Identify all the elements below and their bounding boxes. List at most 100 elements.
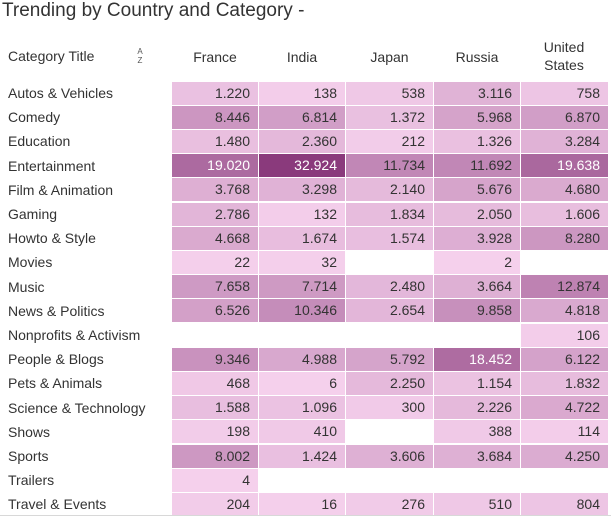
heatmap-cell[interactable]: 5.676 <box>434 178 520 202</box>
category-title-header[interactable]: Category Title <box>8 48 95 64</box>
heatmap-cell[interactable]: 1.480 <box>172 129 258 153</box>
row-label: Nonprofits & Activism <box>8 327 141 343</box>
heatmap-cell[interactable]: 4.722 <box>521 396 608 420</box>
heatmap-cell[interactable]: 18.452 <box>434 347 520 371</box>
heatmap-cell[interactable]: 4.988 <box>259 347 345 371</box>
heatmap-cell[interactable]: 1.424 <box>259 444 345 468</box>
heatmap-cell[interactable]: 8.280 <box>521 226 608 250</box>
column-header[interactable]: India <box>286 49 318 65</box>
heatmap-cell[interactable]: 1.674 <box>259 226 345 250</box>
heatmap-cell[interactable]: 19.020 <box>172 154 258 178</box>
heatmap-cell[interactable]: 5.968 <box>434 105 520 129</box>
heatmap-cell[interactable]: 1.606 <box>521 202 608 226</box>
heatmap-cell[interactable]: 2.786 <box>172 202 258 226</box>
heatmap-cell[interactable]: 1.574 <box>346 226 433 250</box>
heatmap-cell[interactable]: 132 <box>259 202 345 226</box>
heatmap-cell[interactable]: 3.284 <box>521 129 608 153</box>
heatmap-cell[interactable]: 3.298 <box>259 178 345 202</box>
sort-alpha-asc-icon[interactable]: A Z <box>134 47 146 67</box>
heatmap-cell[interactable]: 8.446 <box>172 105 258 129</box>
heatmap-cell[interactable]: 6.870 <box>521 105 608 129</box>
heatmap-cell[interactable]: 5.792 <box>346 347 433 371</box>
row-label: Sports <box>8 448 49 464</box>
heatmap-cell[interactable]: 9.346 <box>172 347 258 371</box>
column-header[interactable]: United States <box>543 39 585 73</box>
heatmap-cell[interactable]: 12.874 <box>521 275 608 299</box>
heatmap-cell[interactable]: 114 <box>521 420 608 444</box>
row-label: Pets & Animals <box>8 375 103 392</box>
heatmap-cell[interactable]: 7.714 <box>259 275 345 299</box>
heatmap-cell[interactable]: 4.250 <box>521 444 608 468</box>
heatmap-cell[interactable]: 106 <box>521 323 608 347</box>
heatmap-cell[interactable]: 3.606 <box>346 444 433 468</box>
heatmap-cell[interactable]: 198 <box>172 420 258 444</box>
heatmap-cell[interactable]: 4.818 <box>521 299 608 323</box>
heatmap-cell[interactable]: 7.658 <box>172 275 258 299</box>
heatmap-cell[interactable]: 2.654 <box>346 299 433 323</box>
heatmap-cell[interactable]: 32 <box>259 250 345 274</box>
row-label: Travel & Events <box>8 496 107 513</box>
heatmap-cell[interactable]: 468 <box>172 371 258 395</box>
heatmap-cell[interactable]: 4.668 <box>172 226 258 250</box>
heatmap-cell[interactable]: 1.834 <box>346 202 433 226</box>
heatmap-cell[interactable]: 3.664 <box>434 275 520 299</box>
heatmap-cell[interactable]: 1.372 <box>346 105 433 129</box>
heatmap-cell[interactable]: 1.220 <box>172 81 258 105</box>
heatmap-cell[interactable]: 3.928 <box>434 226 520 250</box>
heatmap-cell[interactable]: 19.638 <box>521 154 608 178</box>
row-label: Shows <box>8 423 51 440</box>
heatmap-cell[interactable]: 510 <box>434 492 520 516</box>
heatmap-cell[interactable]: 538 <box>346 81 433 105</box>
row-label: Film & Animation <box>8 181 114 198</box>
column-header[interactable]: Russia <box>455 49 499 65</box>
row-label: Education <box>8 133 71 150</box>
row-label: News & Politics <box>8 302 105 319</box>
heatmap-cell[interactable]: 804 <box>521 492 608 516</box>
heatmap-cell[interactable]: 10.346 <box>259 299 345 323</box>
heatmap-cell[interactable]: 9.858 <box>434 299 520 323</box>
heatmap-cell[interactable]: 2.050 <box>434 202 520 226</box>
heatmap-cell[interactable]: 2.140 <box>346 178 433 202</box>
heatmap-cell[interactable]: 276 <box>346 492 433 516</box>
heatmap-cell[interactable]: 6 <box>259 371 345 395</box>
heatmap-cell[interactable]: 1.832 <box>521 371 608 395</box>
column-header[interactable]: Japan <box>370 49 409 65</box>
heatmap-cell[interactable]: 204 <box>172 492 258 516</box>
heatmap-cell[interactable]: 410 <box>259 420 345 444</box>
sort-glyph-top: A <box>137 47 143 56</box>
row-label: Trailers <box>8 472 55 489</box>
heatmap-cell[interactable]: 1.154 <box>434 371 520 395</box>
heatmap-cell[interactable]: 22 <box>172 250 258 274</box>
heatmap-cell[interactable]: 138 <box>259 81 345 105</box>
sort-glyph-bottom: Z <box>137 56 143 65</box>
heatmap-cell[interactable]: 2 <box>434 250 520 274</box>
column-header[interactable]: France <box>193 49 237 65</box>
heatmap-cell[interactable]: 4.680 <box>521 178 608 202</box>
heatmap-cell[interactable]: 4 <box>172 468 258 492</box>
heatmap-cell[interactable]: 32.924 <box>259 154 345 178</box>
heatmap-cell[interactable]: 212 <box>346 129 433 153</box>
heatmap-cell[interactable]: 300 <box>346 396 433 420</box>
row-label: Autos & Vehicles <box>8 85 114 101</box>
heatmap-cell[interactable]: 2.480 <box>346 275 433 299</box>
heatmap-cell[interactable]: 3.768 <box>172 178 258 202</box>
heatmap-cell[interactable]: 2.360 <box>259 129 345 153</box>
heatmap-cell[interactable]: 1.326 <box>434 129 520 153</box>
heatmap-cell[interactable]: 1.096 <box>259 396 345 420</box>
row-label: Science & Technology <box>8 399 146 416</box>
heatmap-cell[interactable]: 2.250 <box>346 371 433 395</box>
heatmap-cell[interactable]: 6.526 <box>172 299 258 323</box>
heatmap-cell[interactable]: 16 <box>259 492 345 516</box>
heatmap-cell[interactable]: 758 <box>521 81 608 105</box>
row-label: Howto & Style <box>8 230 96 247</box>
heatmap-cell[interactable]: 6.814 <box>259 105 345 129</box>
heatmap-cell[interactable]: 8.002 <box>172 444 258 468</box>
heatmap-cell[interactable]: 1.588 <box>172 396 258 420</box>
heatmap-cell[interactable]: 388 <box>434 420 520 444</box>
heatmap-cell[interactable]: 6.122 <box>521 347 608 371</box>
heatmap-cell[interactable]: 3.684 <box>434 444 520 468</box>
heatmap-cell[interactable]: 2.226 <box>434 396 520 420</box>
heatmap-cell[interactable]: 11.692 <box>434 154 520 178</box>
heatmap-cell[interactable]: 3.116 <box>434 81 520 105</box>
heatmap-cell[interactable]: 11.734 <box>346 154 433 178</box>
